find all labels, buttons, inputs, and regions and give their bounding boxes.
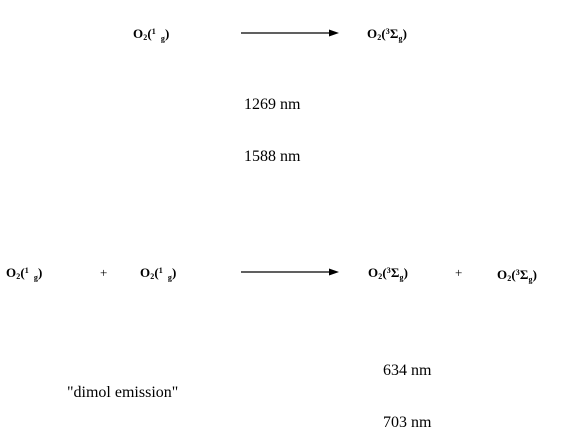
subscript: 2 xyxy=(378,272,383,281)
paren-open: ( xyxy=(382,265,387,280)
r1-wavelength-2: 1588 nm xyxy=(244,148,301,165)
r2-plus-right: + xyxy=(455,265,463,280)
dimol-emission-label: "dimol emission" xyxy=(67,384,179,401)
r2-reactant-b-singlet-oxygen: O2(1∆g) xyxy=(140,265,177,282)
term-sub: g xyxy=(33,272,38,282)
subscript: 2 xyxy=(16,272,21,281)
element-symbol: O xyxy=(497,267,508,282)
term-sub: g xyxy=(528,274,533,284)
multiplicity: 3 xyxy=(385,26,390,36)
r2-wavelength-2: 703 nm xyxy=(383,414,432,431)
term-symbol: Σ xyxy=(519,267,529,282)
term-sub: g xyxy=(398,33,403,43)
multiplicity: 1 xyxy=(151,26,156,36)
paren-close: ) xyxy=(164,26,170,41)
r1-reaction-arrow xyxy=(241,29,339,37)
r1-product-triplet-oxygen: O2(3Σg) xyxy=(367,26,408,43)
element-symbol: O xyxy=(140,265,151,280)
element-symbol: O xyxy=(367,26,378,41)
r2-product-b-triplet-oxygen: O2(3Σg) xyxy=(497,267,538,284)
paren-open: ( xyxy=(381,26,386,41)
multiplicity: 3 xyxy=(386,265,391,275)
multiplicity: 1 xyxy=(158,265,163,275)
subscript: 2 xyxy=(150,272,155,281)
paren-open: ( xyxy=(147,26,152,41)
paren-open: ( xyxy=(20,265,25,280)
term-symbol: Σ xyxy=(389,26,399,41)
paren-close: ) xyxy=(37,265,43,280)
paren-close: ) xyxy=(402,26,408,41)
subscript: 2 xyxy=(507,274,512,283)
term-sub: g xyxy=(167,272,172,282)
r1-reactant-singlet-oxygen: O2(1∆g) xyxy=(133,26,170,43)
r2-product-a-triplet-oxygen: O2(3Σg) xyxy=(368,265,409,282)
r2-plus-left: + xyxy=(100,265,108,280)
term-sub: g xyxy=(160,33,165,43)
r2-wavelength-1: 634 nm xyxy=(383,362,432,379)
element-symbol: O xyxy=(133,26,144,41)
r2-reaction-arrow xyxy=(241,268,339,276)
subscript: 2 xyxy=(143,33,148,42)
subscript: 2 xyxy=(377,33,382,42)
multiplicity: 1 xyxy=(24,265,29,275)
r1-wavelength-1: 1269 nm xyxy=(244,96,301,113)
paren-close: ) xyxy=(171,265,177,280)
multiplicity: 3 xyxy=(515,267,520,277)
term-sub: g xyxy=(399,272,404,282)
paren-open: ( xyxy=(511,267,516,282)
element-symbol: O xyxy=(368,265,379,280)
paren-open: ( xyxy=(154,265,159,280)
paren-close: ) xyxy=(403,265,409,280)
element-symbol: O xyxy=(6,265,17,280)
paren-close: ) xyxy=(532,267,538,282)
term-symbol: Σ xyxy=(390,265,400,280)
r2-reactant-a-singlet-oxygen: O2(1∆g) xyxy=(6,265,43,282)
